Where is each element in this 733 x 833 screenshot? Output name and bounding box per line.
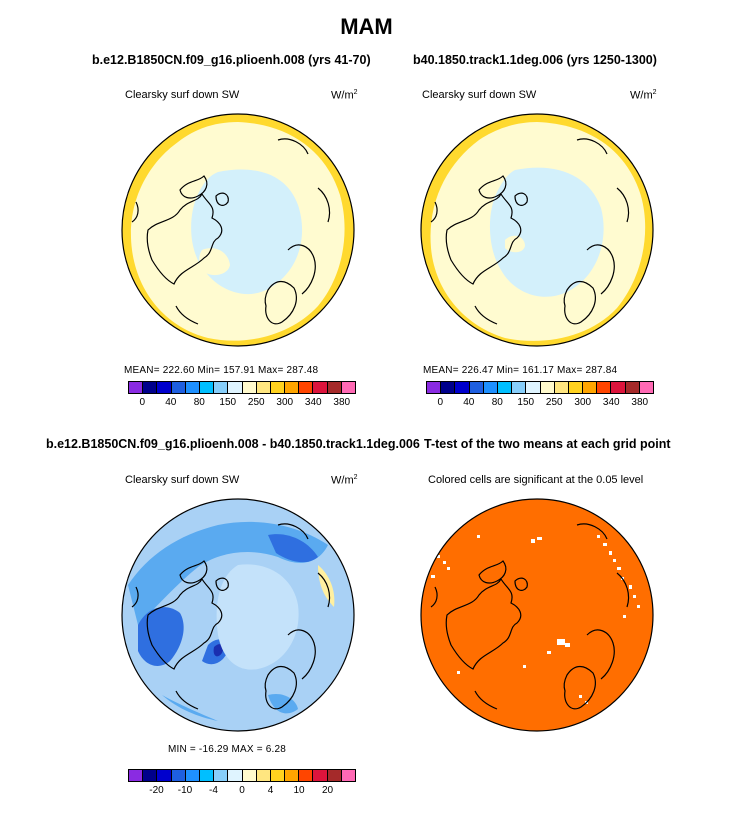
colorbar-swatch <box>228 382 243 393</box>
colorbar-tick-label: 0 <box>437 397 444 408</box>
colorbar-swatch <box>143 382 158 393</box>
colorbar-swatch <box>285 770 300 781</box>
variable-label-ttest: Colored cells are significant at the 0.0… <box>428 474 644 486</box>
colorbar-swatch <box>554 382 569 393</box>
colorbar-swatch <box>526 382 541 393</box>
colorbar-tick-label: 380 <box>333 397 351 408</box>
colorbar-tick-label: 40 <box>463 397 475 408</box>
map-boundary <box>121 113 355 347</box>
polar-map-difference <box>121 498 355 732</box>
colorbar-swatch <box>129 382 144 393</box>
colorbar-tick-label: 80 <box>491 397 503 408</box>
colorbar-tick-label: 4 <box>267 785 274 796</box>
colorbar-tick-label: 20 <box>321 785 334 796</box>
colorbar-swatch <box>341 382 355 393</box>
colorbar-swatch <box>299 770 314 781</box>
colorbar-swatch <box>455 382 470 393</box>
colorbar-swatch <box>270 382 286 393</box>
colorbar-swatch <box>611 382 626 393</box>
colorbar-swatch <box>129 770 144 781</box>
colorbar-tick-label: 0 <box>239 785 245 796</box>
colorbar-tick-label: -4 <box>209 785 218 796</box>
colorbar-swatch <box>327 382 342 393</box>
variable-label-model-a: Clearsky surf down SW <box>125 89 240 101</box>
units-label-difference: W/m2 <box>331 474 358 487</box>
colorbar-ticks-model-a: 0 40 80 150 250 300 340 380 <box>128 397 356 409</box>
colorbar-tick-label: 10 <box>293 785 305 796</box>
colorbar-swatch <box>427 382 442 393</box>
units-label-model-a: W/m2 <box>331 89 358 102</box>
colorbar-swatch <box>341 770 355 781</box>
polar-map-ttest <box>420 498 654 732</box>
panel-title-difference: b.e12.B1850CN.f09_g16.plioenh.008 - b40.… <box>46 437 420 451</box>
colorbar-swatch <box>171 382 186 393</box>
colorbar-swatch <box>568 382 584 393</box>
polar-map-model-a <box>121 113 355 347</box>
variable-label-difference: Clearsky surf down SW <box>125 474 240 486</box>
stats-model-b: MEAN= 226.47 Min= 161.17 Max= 287.84 <box>423 365 618 376</box>
colorbar-swatch <box>639 382 653 393</box>
colorbar-swatch <box>512 382 527 393</box>
colorbar-difference <box>128 769 356 782</box>
colorbar-swatch <box>597 382 612 393</box>
main-title: MAM <box>340 14 393 39</box>
colorbar-tick-label: -20 <box>149 785 164 796</box>
colorbar-tick-label: 380 <box>631 397 649 408</box>
colorbar-swatch <box>299 382 314 393</box>
colorbar-tick-label: 150 <box>517 397 535 408</box>
colorbar-model-b <box>426 381 654 394</box>
colorbar-ticks-model-b: 0 40 80 150 250 300 340 380 <box>426 397 654 409</box>
panel-title-ttest: T-test of the two means at each grid poi… <box>424 437 671 451</box>
colorbar-tick-label: 0 <box>139 397 146 408</box>
colorbar-swatch <box>256 770 271 781</box>
colorbar-swatch <box>441 382 456 393</box>
colorbar-swatch <box>313 382 328 393</box>
colorbar-tick-label: 40 <box>165 397 177 408</box>
colorbar-swatch <box>157 382 172 393</box>
colorbar-swatch <box>313 770 328 781</box>
colorbar-swatch <box>157 770 172 781</box>
stats-model-a: MEAN= 222.60 Min= 157.91 Max= 287.48 <box>124 365 319 376</box>
colorbar-swatch <box>143 770 158 781</box>
panel-title-model-b: b40.1850.track1.1deg.006 (yrs 1250-1300) <box>413 53 657 67</box>
colorbar-swatch <box>185 382 200 393</box>
colorbar-swatch <box>540 382 555 393</box>
variable-label-model-b: Clearsky surf down SW <box>422 89 537 101</box>
colorbar-swatch <box>242 382 257 393</box>
panel-title-model-a: b.e12.B1850CN.f09_g16.plioenh.008 (yrs 4… <box>92 53 371 67</box>
colorbar-swatch <box>583 382 598 393</box>
colorbar-swatch <box>199 770 215 781</box>
colorbar-swatch <box>270 770 286 781</box>
colorbar-tick-label: 80 <box>193 397 205 408</box>
colorbar-swatch <box>228 770 243 781</box>
colorbar-swatch <box>625 382 640 393</box>
non-significant-cells <box>431 535 640 704</box>
colorbar-tick-label: 300 <box>276 397 294 408</box>
colorbar-swatch <box>469 382 484 393</box>
colorbar-swatch <box>327 770 342 781</box>
colorbar-ticks-difference: -20 -10 -4 0 4 10 20 <box>128 785 356 797</box>
units-label-model-b: W/m2 <box>630 89 657 102</box>
colorbar-tick-label: 250 <box>545 397 563 408</box>
colorbar-swatch <box>285 382 300 393</box>
colorbar-swatch <box>185 770 200 781</box>
coastlines <box>131 138 331 325</box>
colorbar-tick-label: -10 <box>177 785 193 796</box>
colorbar-tick-label: 340 <box>304 397 322 408</box>
colorbar-swatch <box>497 382 513 393</box>
colorbar-swatch <box>214 382 229 393</box>
colorbar-swatch <box>214 770 229 781</box>
colorbar-model-a <box>128 381 356 394</box>
colorbar-swatch <box>171 770 186 781</box>
polar-map-model-b <box>420 113 654 347</box>
colorbar-swatch <box>483 382 498 393</box>
colorbar-swatch <box>256 382 271 393</box>
stats-difference: MIN = -16.29 MAX = 6.28 <box>168 744 286 755</box>
colorbar-swatch <box>242 770 257 781</box>
colorbar-tick-label: 300 <box>574 397 592 408</box>
colorbar-swatch <box>199 382 215 393</box>
colorbar-tick-label: 250 <box>247 397 265 408</box>
colorbar-tick-label: 150 <box>219 397 237 408</box>
colorbar-tick-label: 340 <box>602 397 620 408</box>
